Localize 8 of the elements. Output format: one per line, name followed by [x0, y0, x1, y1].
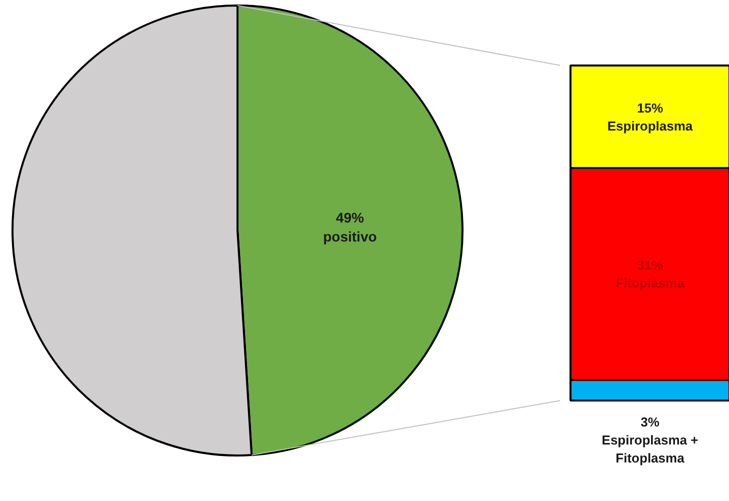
series-label: Fitoplasma: [616, 276, 686, 291]
data-label: 15%: [636, 100, 664, 116]
data-label: 49%: [336, 209, 365, 226]
text: Espiroplasma + Fitoplasma: [602, 432, 699, 466]
series-label: Espiroplasma: [607, 118, 694, 134]
slice-label: positivo: [323, 228, 377, 245]
data-label: 31%: [636, 258, 664, 273]
data-label: 3%: [640, 414, 660, 430]
